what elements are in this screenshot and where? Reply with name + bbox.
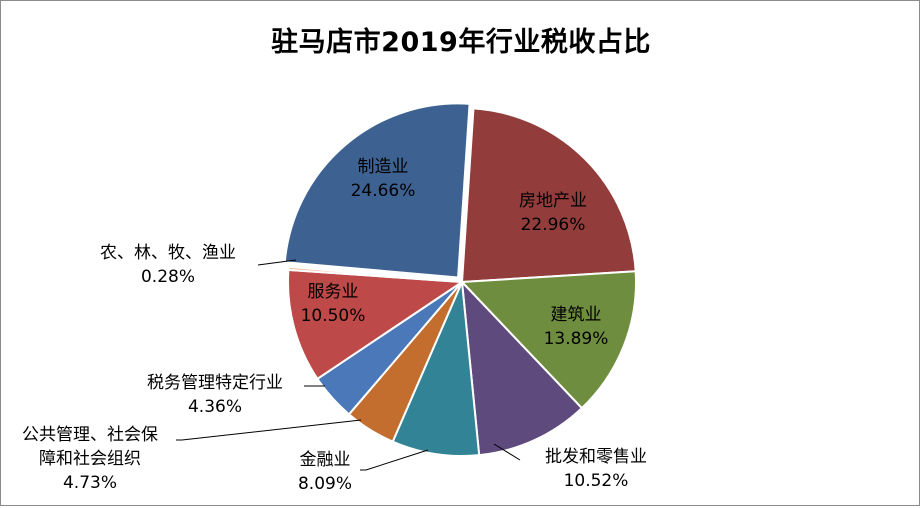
slice-name-label: 金融业: [300, 450, 351, 470]
pie-slice: [283, 102, 471, 279]
slice-value-label: 10.52%: [564, 471, 629, 491]
slice-name-label: 服务业: [308, 282, 359, 302]
chart-title: 驻马店市2019年行业税收占比: [271, 27, 651, 58]
slice-value-label: 24.66%: [351, 181, 416, 201]
pie-slice: [391, 278, 481, 457]
pie-slice: [287, 265, 463, 283]
slice-value-label: 8.09%: [298, 474, 352, 494]
leader-line: [360, 449, 429, 471]
slice-value-label: 4.36%: [188, 397, 242, 417]
slice-name-label: 制造业: [358, 157, 409, 177]
slice-value-label: 13.89%: [544, 329, 609, 349]
slice-name-label: 农、林、牧、渔业: [100, 243, 236, 263]
slice-value-label: 22.96%: [521, 215, 586, 235]
slice-value-label: 10.50%: [301, 306, 366, 326]
pie-slice: [459, 270, 637, 410]
slice-name-label: 建筑业: [551, 305, 602, 325]
slice-value-label: 4.73%: [63, 473, 117, 493]
slice-name-label: 房地产业: [519, 191, 587, 211]
leader-line: [176, 419, 362, 441]
slice-value-label: 0.28%: [141, 267, 195, 287]
slice-name-label: 税务管理特定行业: [147, 373, 283, 393]
slice-name-label: 公共管理、社会保障和社会组织: [22, 425, 158, 469]
pie-slice: [287, 268, 465, 381]
pie-slice: [460, 107, 637, 284]
leader-line: [493, 443, 521, 461]
pie-slice: [460, 279, 584, 457]
slice-name-label: 批发和零售业: [545, 447, 647, 467]
leader-line: [257, 259, 297, 266]
